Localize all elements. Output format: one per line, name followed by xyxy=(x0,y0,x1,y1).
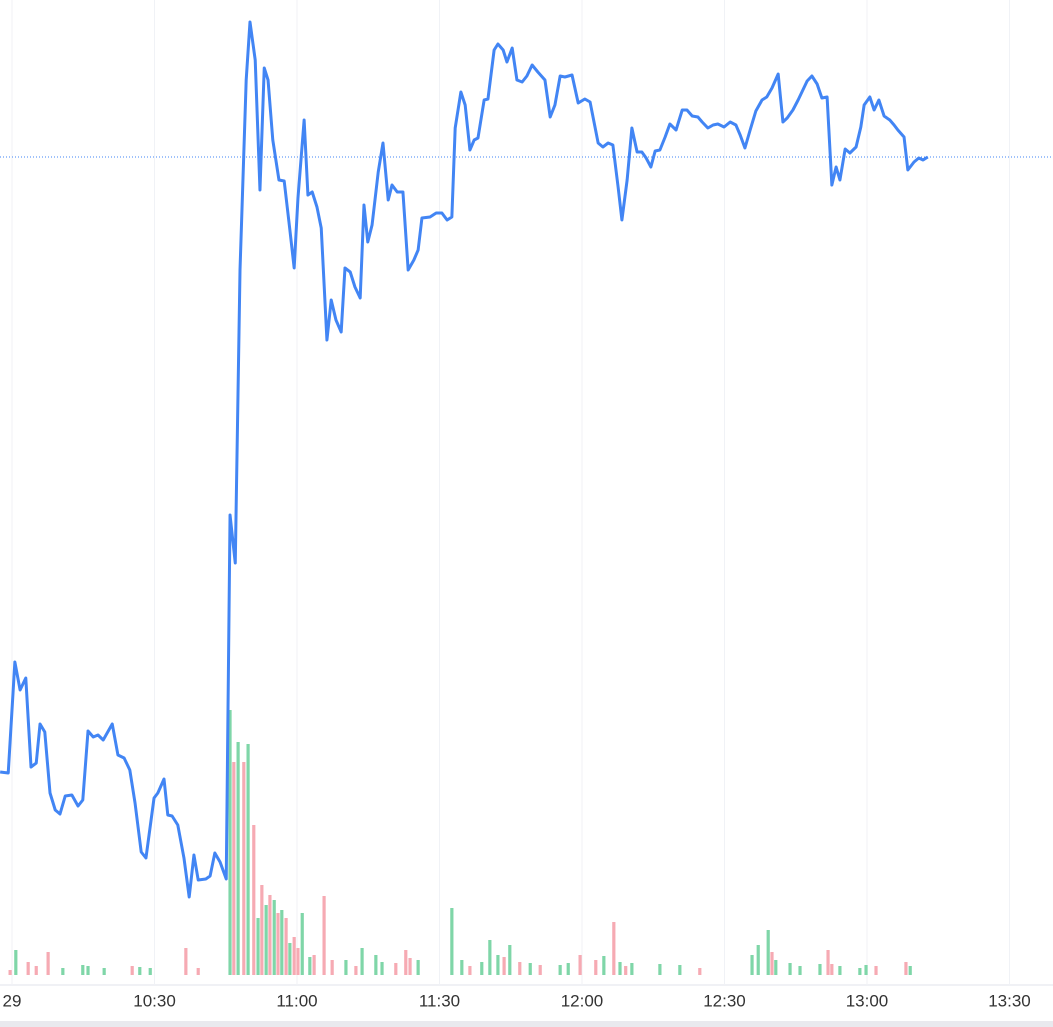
volume-bar xyxy=(344,960,348,975)
volume-bar xyxy=(404,950,408,975)
volume-bar xyxy=(280,910,284,975)
volume-bar xyxy=(798,966,802,975)
volume-bar xyxy=(330,960,334,975)
volume-bar xyxy=(908,966,912,975)
volume-bar xyxy=(408,958,412,975)
volume-bar xyxy=(81,965,85,975)
volume-bar xyxy=(450,908,454,975)
volume-bar xyxy=(360,948,364,975)
volume-bar xyxy=(300,913,304,975)
volume-bar xyxy=(508,945,512,975)
volume-bar xyxy=(102,968,106,975)
volume-bar xyxy=(288,943,292,975)
volume-bar xyxy=(678,965,682,975)
volume-bar xyxy=(264,905,268,975)
bottom-strip xyxy=(0,1021,1053,1027)
price-line xyxy=(0,20,929,899)
volume-bar xyxy=(260,885,264,975)
volume-bar xyxy=(14,950,18,975)
volume-bar xyxy=(770,952,774,975)
volume-bar xyxy=(8,970,12,975)
x-tick-label: 13:30 xyxy=(988,991,1031,1010)
volume-bar xyxy=(630,963,634,975)
volume-bar xyxy=(612,922,616,975)
volume-bar xyxy=(292,937,296,975)
volume-bar xyxy=(312,955,316,975)
volume-bar xyxy=(818,964,822,975)
volume-bar xyxy=(46,952,50,975)
volume-bar xyxy=(138,967,142,975)
volume-bar xyxy=(468,966,472,975)
volume-bar xyxy=(578,955,582,975)
volume-bar xyxy=(86,966,90,975)
volume-bar xyxy=(228,710,232,975)
volume-bar xyxy=(698,968,702,975)
volume-bar xyxy=(308,957,312,975)
volume-bar xyxy=(538,965,542,975)
volume-bar xyxy=(488,940,492,975)
volume-bar xyxy=(276,913,280,975)
volume-bar xyxy=(284,918,288,975)
volume-bar xyxy=(242,762,246,975)
volume-bar xyxy=(566,963,570,975)
x-tick-label: 12:00 xyxy=(561,991,604,1010)
volume-bar xyxy=(618,962,622,975)
volume-bar xyxy=(838,966,842,975)
volume-bar xyxy=(788,963,792,975)
x-tick-label: 10:30 xyxy=(133,991,176,1010)
volume-bar xyxy=(148,968,152,975)
volume-bar xyxy=(756,945,760,975)
x-tick-label: 13:00 xyxy=(846,991,889,1010)
volume-bar xyxy=(256,918,260,975)
volume-bar xyxy=(232,762,236,975)
volume-bar xyxy=(296,948,300,975)
volume-bar xyxy=(26,962,30,975)
volume-bar xyxy=(774,960,778,975)
volume-bar xyxy=(594,960,598,975)
volume-bar xyxy=(558,965,562,975)
volume-bar xyxy=(766,930,770,975)
x-tick-label: 11:30 xyxy=(419,991,460,1010)
volume-bar xyxy=(130,966,134,975)
volume-bar xyxy=(354,966,358,975)
volume-bar xyxy=(246,744,250,975)
volume-bar xyxy=(602,956,606,975)
volume-bar xyxy=(184,948,188,975)
volume-bar xyxy=(528,963,532,975)
x-tick-label: 11:00 xyxy=(276,991,317,1010)
x-tick-label: 12:30 xyxy=(703,991,746,1010)
volume-bar xyxy=(374,955,378,975)
volume-bar xyxy=(480,962,484,975)
volume-bar xyxy=(874,966,878,975)
volume-bar xyxy=(518,962,522,975)
volume-bar xyxy=(858,968,862,975)
x-tick-label: 29 xyxy=(3,991,22,1010)
volume-bar xyxy=(380,962,384,975)
volume-bar xyxy=(268,895,272,975)
volume-bar xyxy=(460,960,464,975)
volume-bar xyxy=(394,963,398,975)
volume-bar xyxy=(416,960,420,975)
volume-bar xyxy=(322,896,326,975)
volume-bar xyxy=(496,955,500,975)
volume-bar xyxy=(196,968,200,975)
volume-bar xyxy=(750,955,754,975)
volume-bar xyxy=(236,742,240,975)
volume-bar xyxy=(826,950,830,975)
volume-bar xyxy=(624,966,628,975)
volume-bar xyxy=(658,964,662,975)
volume-bar xyxy=(864,965,868,975)
volume-bar xyxy=(34,966,38,975)
volume-bar xyxy=(904,962,908,975)
volume-bar xyxy=(252,825,256,975)
volume-bar xyxy=(502,957,506,975)
volume-bar xyxy=(61,968,65,975)
volume-bar xyxy=(272,900,276,975)
volume-bar xyxy=(830,964,834,975)
